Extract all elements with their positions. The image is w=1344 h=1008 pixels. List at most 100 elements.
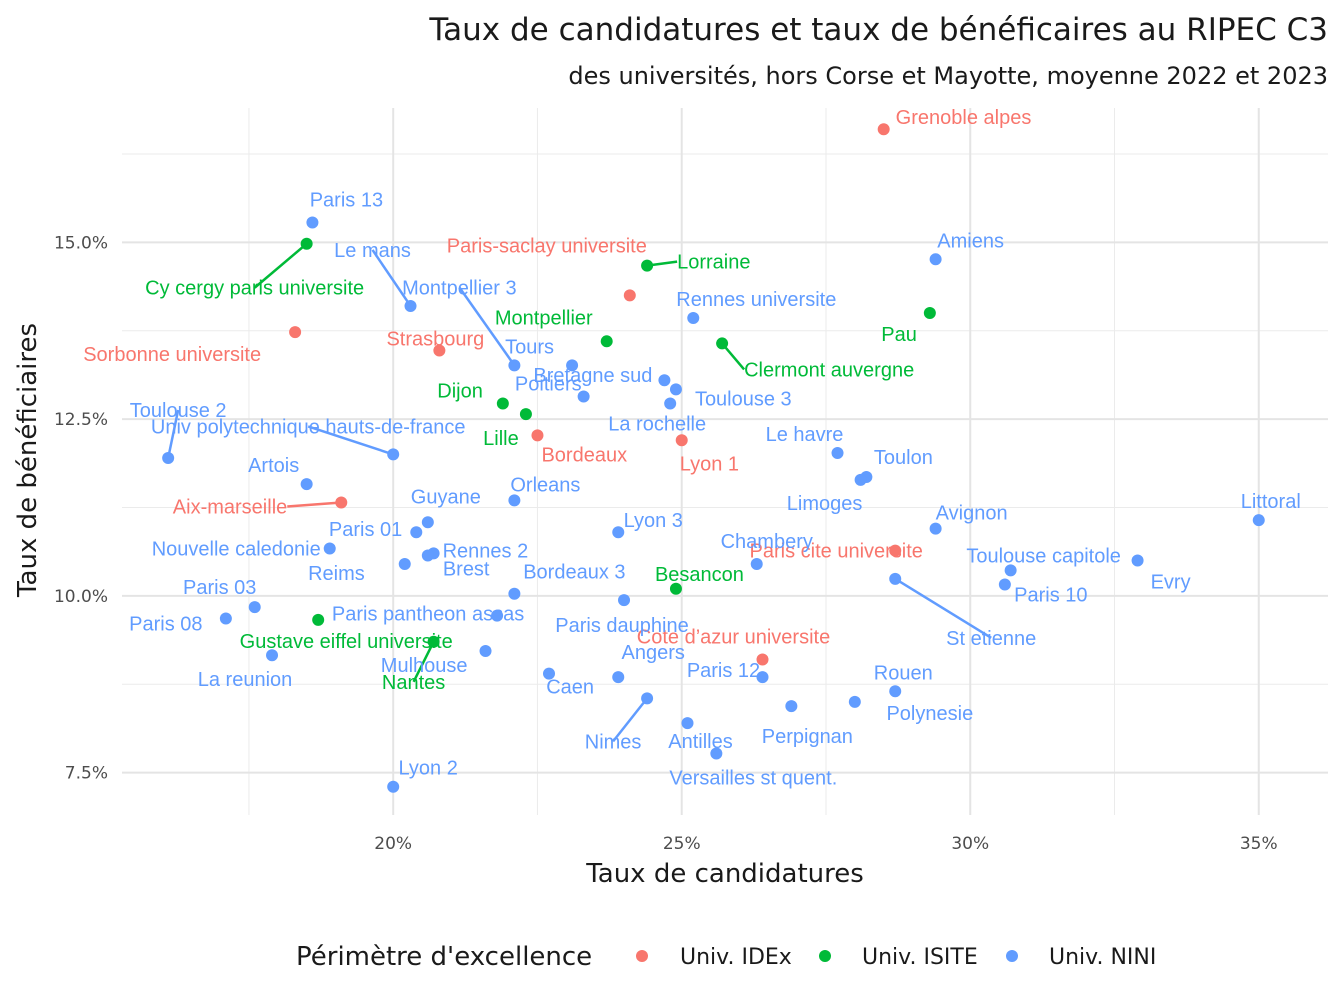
legend-key-isite — [819, 950, 831, 962]
data-points — [162, 123, 1265, 793]
label-le-havre: Le havre — [766, 424, 844, 446]
label-caen: Caen — [546, 677, 594, 699]
label-paris-saclay-universite: Paris-saclay universite — [447, 235, 647, 257]
point-lorraine — [641, 259, 654, 272]
label-mulhouse: Mulhouse — [381, 655, 468, 677]
point-montpellier-3 — [508, 359, 521, 372]
leader-line-nantes — [412, 641, 435, 683]
point-bordeaux — [531, 429, 544, 442]
label-nantes: Nantes — [382, 672, 445, 694]
label-chambery: Chambery — [721, 531, 813, 553]
x-axis-title: Taux de candidatures — [585, 859, 864, 889]
point-angers — [612, 671, 625, 684]
leader-line-nimes — [612, 697, 649, 743]
point-rouen — [889, 685, 902, 698]
legend-key-idex — [636, 950, 648, 962]
point-paris-03 — [248, 601, 261, 614]
leader-line-montpellier-3 — [458, 286, 516, 367]
label-tours: Tours — [505, 336, 554, 358]
label-evry: Evry — [1151, 571, 1191, 593]
point-univ-polytechnique-hauts-de-france — [387, 448, 400, 461]
label-orleans: Orleans — [510, 474, 580, 496]
point-lille — [519, 408, 532, 421]
x-tick-label: 30% — [951, 834, 989, 854]
leader-line-st-etienne — [894, 577, 992, 639]
point-littoral — [1252, 514, 1265, 527]
label-toulouse-2: Toulouse 2 — [130, 400, 227, 422]
label-limoges: Limoges — [787, 493, 863, 515]
point-le-havre — [831, 447, 844, 460]
point-polynesie — [848, 695, 861, 708]
label-montpellier-3: Montpellier 3 — [402, 277, 517, 299]
point-caen — [543, 667, 556, 680]
leader-line-univ-polytechnique-hauts-de-france — [307, 425, 394, 456]
label-lorraine: Lorraine — [677, 252, 750, 274]
point-paris-12 — [756, 671, 769, 684]
point-orleans — [508, 494, 521, 507]
label-angers: Angers — [622, 642, 685, 664]
point-versailles-st-quent — [710, 747, 723, 760]
point-antilles — [681, 717, 694, 730]
label-antilles: Antilles — [668, 731, 732, 753]
legend: Périmètre d'excellence Univ. IDEx Univ. I… — [296, 942, 1156, 972]
label-brest: Brest — [443, 559, 490, 581]
label-univ-polytechnique-hauts-de-france: Univ polytechnique hauts-de-france — [151, 416, 466, 438]
point-chambery — [750, 558, 763, 571]
label-paris-08: Paris 08 — [129, 613, 202, 635]
label-la-reunion: La reunion — [198, 669, 293, 691]
label-paris-13: Paris 13 — [310, 190, 383, 212]
leader-line-le-mans — [371, 249, 412, 307]
label-besancon: Besancon — [655, 564, 744, 586]
point-tours — [566, 359, 579, 372]
legend-label-nini: Univ. NINI — [1049, 945, 1156, 970]
label-la-rochelle: La rochelle — [608, 414, 706, 436]
axis-tick-labels: 20% 25% 30% 35% 7.5% 10.0% 12.5% 15.0% — [54, 233, 1278, 854]
point-avignon — [929, 522, 942, 535]
point-nantes — [427, 635, 440, 648]
label-avignon: Avignon — [936, 503, 1008, 525]
point-bretagne-sud — [658, 374, 671, 387]
point-bordeaux-3 — [508, 587, 521, 600]
point-paris-08 — [219, 612, 232, 625]
label-clermont-auvergne: Clermont auvergne — [744, 359, 914, 381]
point-paris-saclay-universite — [623, 289, 636, 302]
point-clermont-auvergne — [716, 337, 729, 350]
label-toulon: Toulon — [874, 447, 933, 469]
label-bordeaux: Bordeaux — [541, 444, 627, 466]
label-lyon-3: Lyon 3 — [624, 510, 683, 532]
label-lyon-1: Lyon 1 — [680, 453, 739, 475]
label-polynesie: Polynesie — [886, 703, 973, 725]
y-tick-label: 12.5% — [54, 410, 108, 430]
label-poitiers: Poitiers — [515, 373, 582, 395]
label-pau: Pau — [881, 324, 917, 346]
label-paris-dauphine: Paris dauphine — [555, 615, 688, 637]
label-reims: Reims — [308, 563, 365, 585]
label-bretagne-sud: Bretagne sud — [533, 365, 652, 387]
point-sorbonne-universite — [289, 326, 302, 339]
label-rouen: Rouen — [874, 662, 933, 684]
legend-key-nini — [1006, 950, 1018, 962]
point-toulouse-capitole — [1004, 564, 1017, 577]
leader-line-cy-cergy-paris-universite — [253, 242, 308, 289]
point-montpellier — [600, 335, 613, 348]
label-sorbonne-universite: Sorbonne universite — [83, 344, 261, 366]
point-reims — [398, 558, 411, 571]
label-amiens: Amiens — [937, 230, 1004, 252]
label-nimes: Nimes — [585, 731, 642, 753]
label-rennes-universite: Rennes universite — [676, 289, 836, 311]
label-paris-10: Paris 10 — [1014, 585, 1087, 607]
point-paris-13 — [306, 216, 319, 229]
label-artois: Artois — [248, 455, 299, 477]
label-guyane: Guyane — [411, 486, 481, 508]
x-tick-label: 20% — [374, 834, 412, 854]
label-nouvelle-caledonie: Nouvelle caledonie — [152, 538, 321, 560]
x-tick-label: 25% — [663, 834, 701, 854]
point-le-mans — [404, 299, 417, 312]
y-tick-label: 15.0% — [54, 233, 108, 253]
point-lyon-3 — [612, 526, 625, 539]
point-grenoble-alpes — [877, 123, 890, 136]
label-montpellier: Montpellier — [495, 307, 593, 329]
point-paris-01 — [410, 526, 423, 539]
point-mulhouse — [479, 644, 492, 657]
